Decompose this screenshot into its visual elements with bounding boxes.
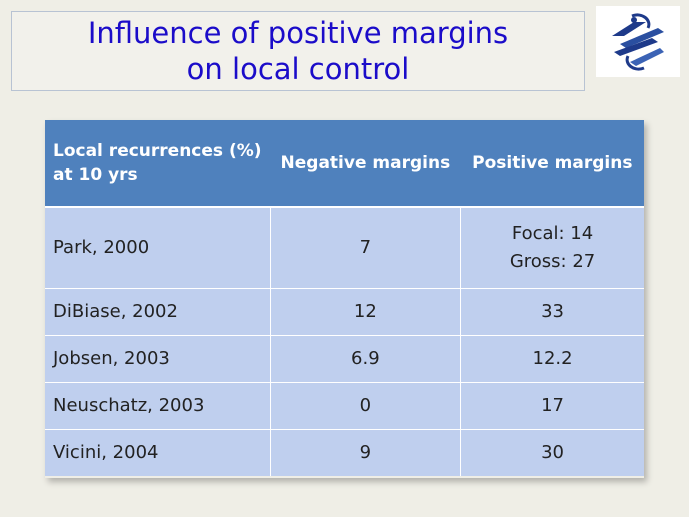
header-line-1: Local recurrences (%) [53, 141, 262, 161]
header-negative-margins: Negative margins [270, 120, 461, 208]
study-cell: Jobsen, 2003 [45, 335, 271, 383]
positive-cell: 12.2 [460, 335, 644, 383]
logo-graphic [612, 13, 664, 71]
title-line-1: Influence of positive margins [87, 16, 509, 50]
study-cell: Vicini, 2004 [45, 429, 271, 476]
study-cell: Neuschatz, 2003 [45, 382, 271, 430]
society-logo-icon [596, 6, 680, 77]
positive-focal: Focal: 14 [511, 223, 594, 244]
header-local-recurrences: Local recurrences (%) at 10 yrs [45, 120, 271, 208]
study-cell: Park, 2000 [45, 206, 271, 289]
study-cell: DiBiase, 2002 [45, 288, 271, 336]
positive-cell: Focal: 14 Gross: 27 [460, 206, 644, 289]
header-positive-margins: Positive margins [460, 120, 644, 208]
table-header-row: Local recurrences (%) at 10 yrs Negative… [45, 120, 644, 208]
positive-cell: 30 [460, 429, 644, 476]
header-line-2: at 10 yrs [53, 165, 138, 185]
negative-cell: 7 [269, 206, 461, 289]
negative-cell: 6.9 [269, 335, 461, 383]
table-row: Park, 2000 7 Focal: 14 Gross: 27 [45, 206, 644, 289]
table-row: Jobsen, 2003 6.9 12.2 [45, 335, 644, 383]
title-line-2: on local control [186, 52, 410, 86]
negative-cell: 0 [269, 382, 461, 430]
table-row: DiBiase, 2002 12 33 [45, 288, 644, 336]
recurrence-table: Local recurrences (%) at 10 yrs Negative… [45, 120, 644, 476]
negative-cell: 12 [269, 288, 461, 336]
table-row: Neuschatz, 2003 0 17 [45, 382, 644, 430]
positive-cell: 33 [460, 288, 644, 336]
positive-gross: Gross: 27 [509, 251, 596, 272]
slide-title: Influence of positive margins on local c… [11, 11, 585, 91]
positive-cell: 17 [460, 382, 644, 430]
table-row: Vicini, 2004 9 30 [45, 429, 644, 476]
negative-cell: 9 [269, 429, 461, 476]
